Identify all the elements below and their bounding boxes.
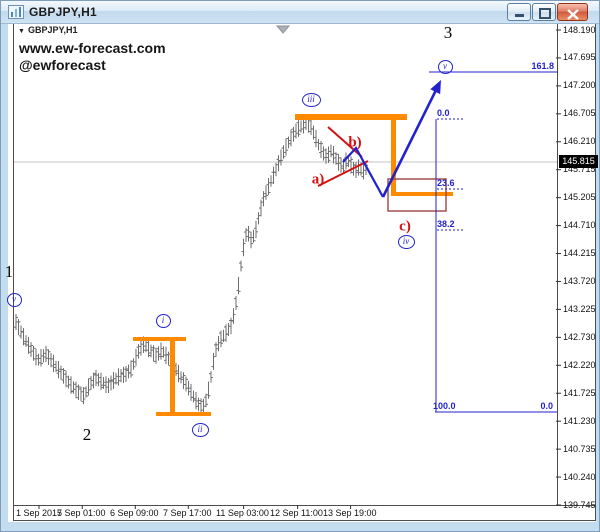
price-axis-label: 139.745 bbox=[563, 499, 596, 510]
wave-number-label: 3 bbox=[443, 23, 453, 42]
time-axis-label: 13 Sep 19:00 bbox=[323, 508, 377, 518]
correction-letter-label: b) bbox=[348, 134, 362, 151]
price-axis-label: 148.190 bbox=[563, 24, 596, 35]
time-axis-label: 1 Sep 2017 bbox=[16, 508, 63, 518]
price-axis-label: 142.730 bbox=[563, 331, 596, 342]
wave-circle-label: iv bbox=[397, 235, 415, 249]
chart-symbol-label: GBPJPY,H1 bbox=[27, 25, 78, 35]
correction-letter-label: c) bbox=[399, 218, 411, 235]
watermark: www.ew-forecast.com @ewforecast bbox=[19, 40, 166, 74]
wave-circle-label: ii bbox=[191, 423, 209, 437]
price-axis-label: 143.720 bbox=[563, 275, 596, 286]
fib-expansion-label: 0.0 bbox=[540, 401, 553, 411]
fib-level-label: 100.0 bbox=[433, 401, 456, 411]
price-axis-label: 141.725 bbox=[563, 387, 596, 398]
price-axis-label: 142.220 bbox=[563, 359, 596, 370]
price-axis-label: 146.210 bbox=[563, 136, 596, 147]
price-axis-label: 140.735 bbox=[563, 443, 596, 454]
chart-symbol-header[interactable]: ▼ GBPJPY,H1 bbox=[18, 25, 77, 35]
watermark-line1: www.ew-forecast.com bbox=[19, 40, 166, 56]
window-titlebar[interactable]: GBPJPY,H1 bbox=[1, 1, 599, 24]
price-axis-label: 144.215 bbox=[563, 248, 596, 259]
wave-number-label: 1 bbox=[4, 262, 14, 281]
price-axis-label: 147.200 bbox=[563, 80, 596, 91]
current-price-tag: 145.815 bbox=[559, 155, 598, 168]
wave-circle-label: v bbox=[437, 60, 453, 74]
watermark-line2: @ewforecast bbox=[19, 57, 106, 73]
time-axis-label: 11 Sep 03:00 bbox=[216, 508, 269, 518]
fib-level-label: 23.6 bbox=[437, 178, 455, 188]
time-axis-label: 12 Sep 11:00 bbox=[270, 508, 323, 518]
time-axis-label: 7 Sep 17:00 bbox=[163, 508, 212, 518]
wave-circle-label: i bbox=[155, 314, 171, 328]
chart-window-icon bbox=[8, 5, 24, 19]
price-axis-label: 141.230 bbox=[563, 415, 596, 426]
time-axis-label: 5 Sep 01:00 bbox=[57, 508, 106, 518]
time-axis-label: 6 Sep 09:00 bbox=[110, 508, 159, 518]
correction-letter-label: a) bbox=[311, 171, 325, 188]
window-title: GBPJPY,H1 bbox=[29, 5, 97, 19]
fib-level-label: 0.0 bbox=[437, 108, 450, 118]
price-axis-label: 145.205 bbox=[563, 192, 596, 203]
maximize-button[interactable] bbox=[532, 3, 556, 21]
wave-circle-label: v bbox=[6, 293, 22, 307]
wave-circle-label: iii bbox=[301, 93, 321, 107]
maximize-icon bbox=[539, 8, 551, 19]
price-axis-label: 143.225 bbox=[563, 303, 596, 314]
close-icon bbox=[567, 7, 579, 20]
price-axis-label: 144.710 bbox=[563, 220, 596, 231]
price-axis-label: 140.240 bbox=[563, 471, 596, 482]
chevron-down-icon: ▼ bbox=[18, 28, 25, 35]
price-axis-label: 146.705 bbox=[563, 108, 596, 119]
minimize-button[interactable] bbox=[507, 3, 531, 21]
price-axis-label: 147.695 bbox=[563, 52, 596, 63]
fib-level-label: 38.2 bbox=[437, 219, 455, 229]
wave-number-label: 2 bbox=[82, 425, 92, 444]
close-button[interactable] bbox=[557, 3, 588, 21]
minimize-icon bbox=[515, 14, 524, 17]
fib-expansion-label: 161.8 bbox=[531, 61, 554, 71]
